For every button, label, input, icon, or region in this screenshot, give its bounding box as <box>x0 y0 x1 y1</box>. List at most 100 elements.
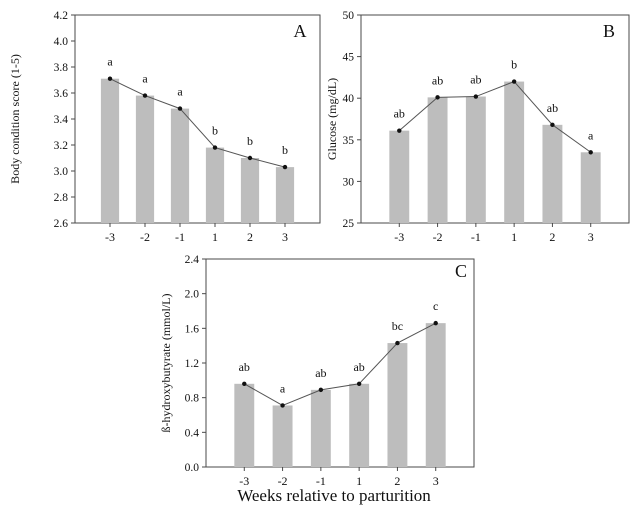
panel-a-bars <box>100 78 295 223</box>
panel-a-significance-letter: b <box>282 143 288 157</box>
panel-a-xtick-label: -2 <box>140 230 150 244</box>
panel-b-bar <box>389 130 410 223</box>
panel-b-bar <box>580 152 601 223</box>
panel-c-bar <box>234 383 255 467</box>
panel-a-ytick-label: 2.8 <box>54 192 69 204</box>
panel-c-point <box>242 381 247 386</box>
panel-b-significance-letter: b <box>511 58 517 72</box>
panel-b-xtick-label: 2 <box>549 230 555 244</box>
panel-c-bar <box>310 389 331 467</box>
panel-c-bar <box>349 383 370 467</box>
panel-c-xtick-label: 2 <box>394 474 400 488</box>
panel-a-xtick-label: 2 <box>247 230 253 244</box>
panel-c-significance-letter: a <box>280 381 286 395</box>
panel-a-bar <box>170 108 190 223</box>
panel-a-xtick-label: 1 <box>212 230 218 244</box>
panel-b-bar <box>465 96 486 223</box>
panel-b-x-axis: -3 -2 -1 1 2 3 <box>394 223 594 244</box>
panel-a-bar <box>100 78 120 223</box>
panel-c-xtick-label: 1 <box>356 474 362 488</box>
panel-b-significance-letter: ab <box>470 73 481 87</box>
panel-b-point <box>550 122 555 128</box>
panel-a-ytick-label: 3.4 <box>54 114 69 126</box>
panel-a-ytick-label: 3.8 <box>54 62 69 74</box>
panel-a-series-line <box>109 78 286 168</box>
panel-c-xtick-label: 3 <box>433 474 439 488</box>
panel-c-significance-letter: ab <box>315 366 326 380</box>
panel-c-bar <box>387 343 408 467</box>
panel-b-significance-letter: ab <box>432 73 443 87</box>
panel-c-significance-letter: c <box>433 299 438 313</box>
panel-c-significance-letter: bc <box>392 319 403 333</box>
panel-a-trend-line <box>107 76 288 170</box>
panel-a-point <box>212 145 218 150</box>
panel-a-label: A <box>294 21 307 41</box>
panel-c-bar <box>272 405 293 467</box>
panel-b: Glucose (mg/dL) B 25 30 35 40 45 50 -3 -2 -1 1 2 3… <box>325 10 630 244</box>
panel-c-significance-letter: ab <box>353 360 364 374</box>
panel-b-trend-line <box>397 79 593 155</box>
panel-c-significance-letter: ab <box>239 360 250 374</box>
panel-a-significance-letter: a <box>177 85 183 99</box>
panel-b-significance-letter: ab <box>547 101 558 115</box>
panel-c-point <box>318 387 324 393</box>
panel-a-bar <box>205 147 225 223</box>
panel-c-trend-line <box>242 320 438 408</box>
panel-c-significance-letters: ab a ab ab bc c <box>239 299 439 395</box>
panel-a-bar <box>135 95 155 223</box>
panel-a-ylabel: Body condition score (1-5) <box>8 54 22 184</box>
panel-a-y-axis: 2.6 2.8 3.0 3.2 3.4 3.6 3.8 4.0 4.2 <box>54 10 75 230</box>
panel-c-xtick-label: -3 <box>239 474 249 488</box>
panel-c-ytick-label: 0.0 <box>185 462 200 474</box>
panel-c-x-axis: -3 -2 -1 1 2 3 <box>239 467 439 488</box>
panel-c-label: C <box>455 261 467 281</box>
panel-b-ytick-label: 35 <box>343 135 355 147</box>
panel-b-xtick-label: 1 <box>511 230 517 244</box>
panel-c-bar <box>425 323 446 467</box>
panel-a-xtick-label: -1 <box>175 230 185 244</box>
panel-c-point <box>433 320 438 326</box>
panel-b-xtick-label: -1 <box>471 230 481 244</box>
panel-b-xtick-label: -2 <box>433 230 443 244</box>
panel-a-significance-letter: a <box>107 55 113 69</box>
panel-b-xtick-label: 3 <box>588 230 594 244</box>
panel-b-significance-letter: ab <box>394 107 405 121</box>
panel-b-point <box>588 150 593 155</box>
panel-b-ytick-label: 30 <box>343 176 355 188</box>
panel-a-ytick-label: 3.0 <box>54 166 69 178</box>
figure-xlabel: Weeks relative to parturition <box>237 486 431 505</box>
panel-a-xtick-label: 3 <box>282 230 288 244</box>
panel-a-point <box>247 155 253 161</box>
panel-b-series-line <box>398 80 592 153</box>
panel-c-ylabel: ß-hydroxybutyrate (mmol/L) <box>159 294 173 433</box>
panel-a-x-axis: -3 -2 -1 1 2 3 <box>105 223 288 244</box>
panel-a-point <box>107 76 113 81</box>
panel-a-bar <box>275 167 295 223</box>
panel-a-point <box>142 93 148 98</box>
panel-c-xtick-label: -1 <box>316 474 326 488</box>
panel-a-point <box>282 164 288 170</box>
panel-b-y-axis: 25 30 35 40 45 50 <box>343 10 361 230</box>
panel-c-point <box>280 403 285 408</box>
panel-a: Body condition score (1-5) A 2.6 2.8 3.0 3.… <box>8 10 321 244</box>
panel-a-ytick-label: 3.6 <box>54 88 69 100</box>
panel-c-xtick-label: -2 <box>278 474 288 488</box>
panel-c-ytick-label: 0.8 <box>185 393 200 405</box>
panel-b-significance-letter: a <box>588 128 594 142</box>
panel-b-bar <box>504 81 525 223</box>
panel-c-point <box>395 340 400 346</box>
panel-c-bars <box>234 323 446 467</box>
panel-c-ytick-label: 2.0 <box>185 289 200 301</box>
panel-b-point <box>397 128 402 133</box>
panel-b-ylabel: Glucose (mg/dL) <box>325 78 339 160</box>
panel-b-xtick-label: -3 <box>394 230 404 244</box>
panel-a-significance-letter: a <box>142 72 148 86</box>
panel-a-ytick-label: 4.0 <box>54 36 69 48</box>
panel-c-ytick-label: 1.2 <box>185 358 200 370</box>
panel-b-bars <box>389 81 601 223</box>
panel-b-label: B <box>603 21 615 41</box>
panel-b-plot-area <box>360 14 630 224</box>
panel-b-point <box>511 79 517 84</box>
panel-a-ytick-label: 3.2 <box>54 140 69 152</box>
